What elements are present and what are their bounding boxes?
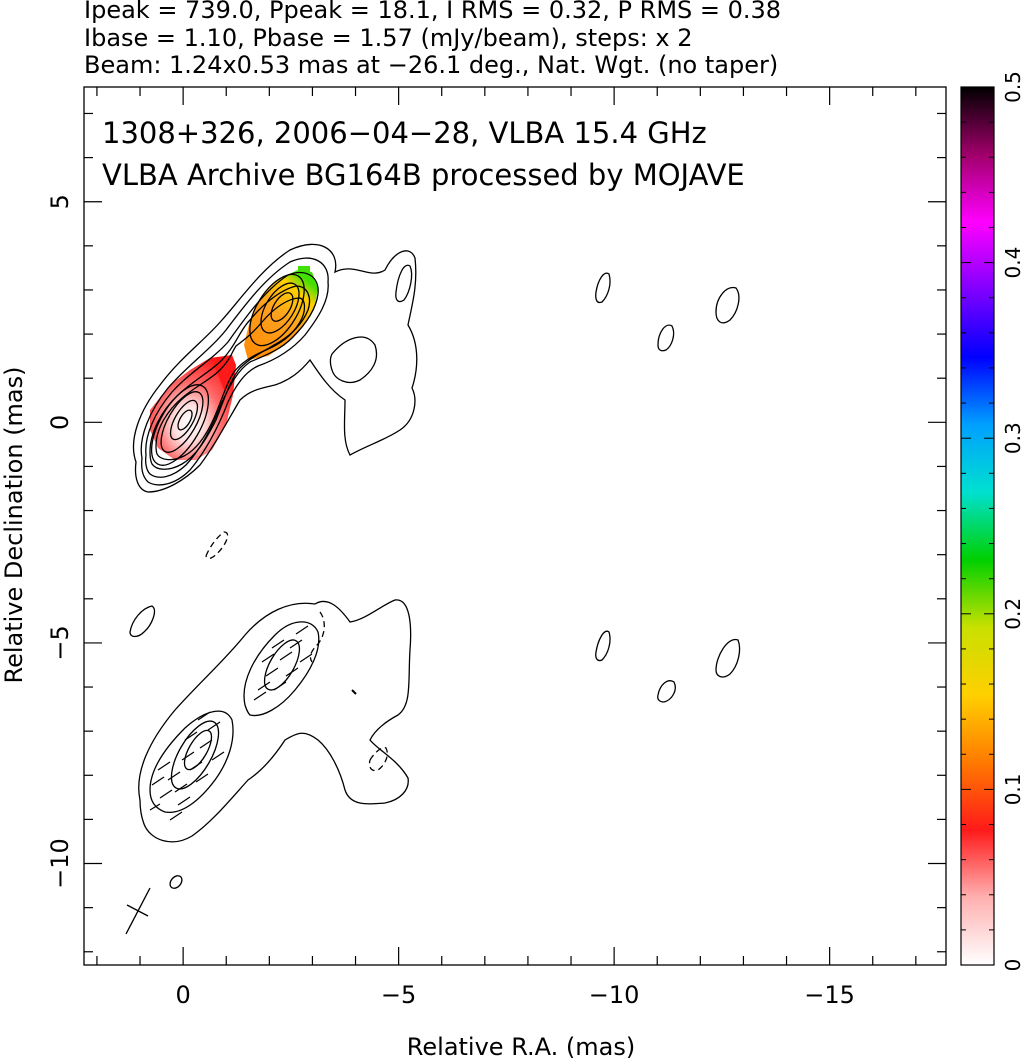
y-tick-label: 0 [46, 415, 74, 430]
plot-title: 1308+326, 2006−04−28, VLBA 15.4 GHz [102, 116, 707, 150]
header-line-1: Ipeak = 739.0, Ppeak = 18.1, I RMS = 0.3… [84, 0, 782, 24]
polarization-vector-contours [129, 599, 741, 843]
noise-contour [169, 875, 183, 889]
colorbar-tick-label: 0.4 [1001, 247, 1022, 279]
y-tick-label: −5 [46, 625, 74, 660]
beam-marker [125, 887, 151, 935]
colorbar-tick-label: 0.2 [1001, 598, 1022, 630]
plot-area [125, 243, 741, 935]
plot-frame [83, 86, 947, 966]
x-tick-label: −10 [589, 981, 640, 1009]
x-tick-label: −15 [804, 981, 855, 1009]
y-tick-label: 5 [46, 194, 74, 209]
header-line-2: Ibase = 1.10, Pbase = 1.57 (mJy/beam), s… [84, 24, 693, 52]
colorbar-scale [960, 86, 995, 966]
y-axis-label: Relative Declination (mas) [0, 366, 28, 683]
polarization-core-patch [150, 355, 236, 460]
colorbar-tick-label: 0.3 [1001, 422, 1022, 454]
x-axis-label: Relative R.A. (mas) [407, 1033, 635, 1061]
colorbar: 0 0.1 0.2 0.3 0.4 0.5 [960, 71, 1022, 972]
stokes-i-contours [132, 243, 740, 560]
plot-subtitle: VLBA Archive BG164B processed by MOJAVE [102, 158, 745, 192]
x-tick-label: 0 [175, 981, 190, 1009]
colorbar-tick-label: 0.5 [1001, 71, 1022, 103]
colorbar-tick-label: 0.1 [1001, 773, 1022, 805]
colorbar-tick-label: 0 [1001, 959, 1022, 972]
header-line-3: Beam: 1.24x0.53 mas at −26.1 deg., Nat. … [84, 51, 779, 79]
x-tick-label: −5 [381, 981, 416, 1009]
y-tick-label: −10 [46, 838, 74, 889]
x-axis: 0 −5 −10 −15 [96, 87, 917, 1009]
y-axis: 5 0 −5 −10 [46, 112, 946, 953]
